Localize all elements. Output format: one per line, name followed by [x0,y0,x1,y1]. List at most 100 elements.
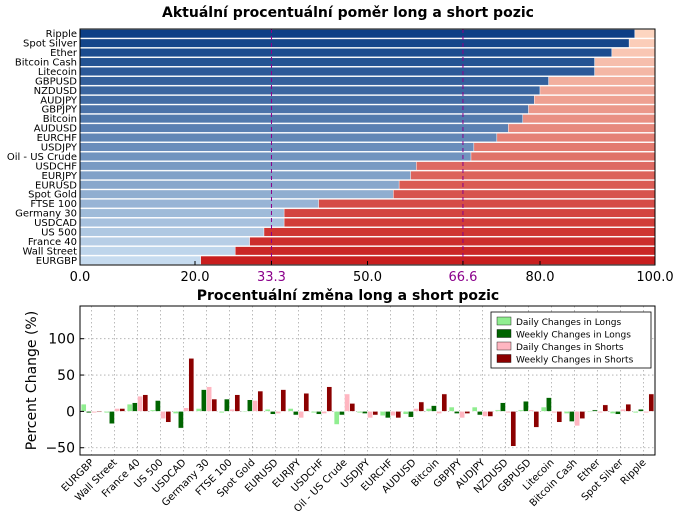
change-bar [592,409,598,412]
long-bar [79,199,319,209]
category-label: Litecoin [38,67,77,78]
long-bar [79,180,400,190]
change-bar [620,408,626,412]
long-bar [79,218,285,227]
long-bar [79,227,265,237]
short-bar [534,95,656,105]
change-bar [395,411,402,419]
category-label: EURGBP [36,256,77,267]
change-bar [264,408,271,412]
long-bar [79,95,535,105]
change-bar [339,411,345,416]
change-bar [287,408,294,412]
change-bar [172,411,179,414]
change-bar [413,408,419,412]
change-bar [96,411,103,413]
change-bar [402,411,409,415]
change-bar [252,400,258,412]
category-label: USDCHF [35,161,77,172]
long-bar [79,208,285,218]
change-bar [494,409,501,412]
chart-title-change: Procentuální změna long a short pozic [197,288,499,304]
category-label: Germany 30 [15,209,77,220]
legend-box [490,311,652,369]
change-bar [385,411,391,419]
change-bar [188,358,195,412]
short-bar [470,152,656,161]
change-bar [114,408,120,412]
change-bar [321,411,327,414]
legend-label: Daily Changes in Shorts [516,343,624,353]
x-tick-label: 20.0 [181,270,210,285]
legend-swatch [496,354,512,363]
change-bar [574,411,580,427]
change-bar [471,406,478,412]
short-bar [393,189,656,199]
category-label: Wall Street [23,246,78,257]
change-bar [280,389,287,412]
change-bar [195,408,202,412]
short-bar [235,246,656,256]
change-bar [648,393,655,412]
y-axis-label: Percent Change (%) [24,311,40,450]
long-bar [79,142,475,152]
short-bar [283,208,656,218]
change-bar [510,411,517,447]
category-label: GBPUSD [35,76,77,87]
change-bar [500,402,506,412]
long-bar [79,48,613,58]
change-bar [126,403,133,412]
change-bar [160,411,166,419]
short-bar [318,199,656,209]
change-bar [349,403,356,412]
x-tick-label: 33.3 [257,270,286,285]
change-bar [454,411,460,414]
short-bar [249,236,656,246]
short-bar [528,104,656,114]
long-bar [79,246,236,256]
short-bar [594,57,656,67]
category-label: Ripple [619,457,649,487]
x-tick-label: 0.0 [70,270,91,285]
change-bar [119,408,126,412]
category-label: Ripple [46,29,77,40]
change-bar [303,392,310,412]
short-bar [539,85,656,95]
change-bar [224,398,230,412]
y-tick-label: 0 [66,404,75,420]
change-bar [528,409,534,412]
change-bar [183,407,189,412]
change-bar [91,411,97,414]
plot-frame [79,305,656,456]
change-bar [218,411,225,414]
change-bar [206,386,212,412]
change-bar [372,411,379,416]
category-label: Spot Gold [28,190,77,201]
change-bar [155,400,161,412]
change-bar [418,401,425,412]
legend-label: Weekly Changes in Longs [516,331,631,341]
change-bar [643,411,649,414]
change-bar [632,411,639,414]
change-bar [149,409,156,412]
short-bar [522,114,656,124]
change-bar [247,399,253,412]
change-bar [615,411,621,415]
category-label: Bitcoin [43,114,77,125]
change-bar [609,411,616,414]
change-bar [344,393,350,412]
change-bar [586,411,593,413]
change-bar [211,398,218,412]
short-bar [410,170,656,180]
short-bar [548,76,656,86]
change-bar [448,406,455,412]
long-bar [79,104,529,114]
category-label: EURJPY [42,171,78,182]
category-label: GBPJPY [41,105,77,116]
long-bar [79,170,411,180]
chart-title-ratio: Aktuální procentuální poměr long a short… [162,5,534,21]
category-label: AUDUSD [34,124,78,135]
long-bar [79,189,394,199]
